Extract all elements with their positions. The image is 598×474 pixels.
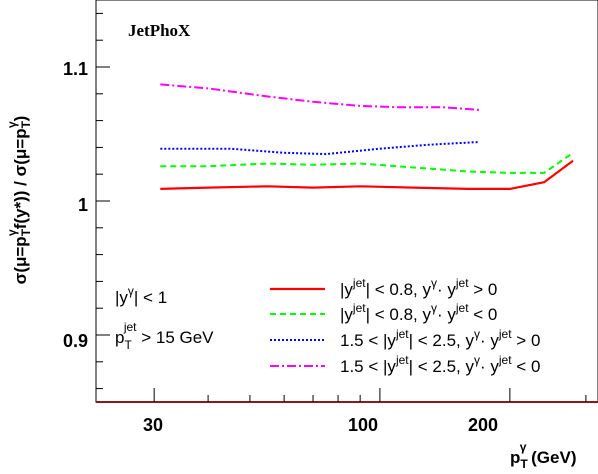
x-axis-title: pTγ (GeV) xyxy=(510,440,576,471)
cond1-sup: γ xyxy=(128,284,134,298)
y-tick-label-1: 1 xyxy=(78,195,88,215)
y-axis-title: σ(μ=pTγf(y*)) / σ(μ=pTγ) xyxy=(5,116,33,285)
cond1-pre: |y xyxy=(115,288,128,307)
x-tick-label-100: 100 xyxy=(348,415,378,435)
legend: |yjet| < 0.8, yγ· yjet > 0 |yjet| < 0.8,… xyxy=(270,276,540,376)
condition-photon-rapidity: |yγ| < 1 xyxy=(115,284,167,307)
series-line-1 xyxy=(160,159,574,190)
x-axis-title-sup: γ xyxy=(520,440,527,454)
y-tick-label-1.1: 1.1 xyxy=(63,59,88,79)
series-line-4 xyxy=(160,83,480,111)
legend-label-3: 1.5 < |yjet| < 2.5, yγ· yjet > 0 xyxy=(340,327,540,350)
x-tick-label-200: 200 xyxy=(468,415,498,435)
cond2-pre: p xyxy=(115,328,124,347)
legend-label-2: |yjet| < 0.8, yγ· yjet < 0 xyxy=(340,301,497,324)
y-axis-title-sup2: γ xyxy=(5,121,19,128)
x-tick-label-30: 30 xyxy=(143,415,163,435)
x-axis-title-main: p xyxy=(510,448,520,467)
axis-ticks xyxy=(96,12,587,402)
series-line-3 xyxy=(160,141,480,156)
legend-entry-1: |yjet| < 0.8, yγ· yjet > 0 xyxy=(270,276,497,299)
legend-entry-2: |yjet| < 0.8, yγ· yjet < 0 xyxy=(270,301,497,324)
chart-title: JetPhoX xyxy=(128,21,191,40)
y-tick-label-0.9: 0.9 xyxy=(63,331,88,351)
cond2-post: > 15 GeV xyxy=(137,328,215,347)
legend-entry-4: 1.5 < |yjet| < 2.5, yγ· yjet < 0 xyxy=(270,353,540,376)
legend-label-4: 1.5 < |yjet| < 2.5, yγ· yjet < 0 xyxy=(340,353,540,376)
cond1-post: | < 1 xyxy=(134,288,167,307)
x-axis-title-sub: T xyxy=(520,457,528,471)
y-axis-title-sub1: T xyxy=(19,228,33,236)
y-axis-title-p3: ) xyxy=(11,116,30,122)
y-axis-title-sup1: γ xyxy=(5,229,19,236)
cond2-sub: T xyxy=(124,338,132,352)
y-axis-title-p2: f(y*)) / σ(μ=p xyxy=(11,128,30,229)
series-lines xyxy=(160,83,574,190)
y-axis-title-p1: σ(μ=p xyxy=(11,236,30,284)
x-axis-title-unit: (GeV) xyxy=(526,448,576,467)
legend-label-1: |yjet| < 0.8, yγ· yjet > 0 xyxy=(340,276,497,299)
condition-jet-pt: pTjet > 15 GeV xyxy=(115,320,214,352)
y-axis-title-sub2: T xyxy=(19,120,33,128)
legend-entry-3: 1.5 < |yjet| < 2.5, yγ· yjet > 0 xyxy=(270,327,540,350)
cond2-sup: jet xyxy=(123,320,137,334)
series-line-2 xyxy=(160,151,574,174)
